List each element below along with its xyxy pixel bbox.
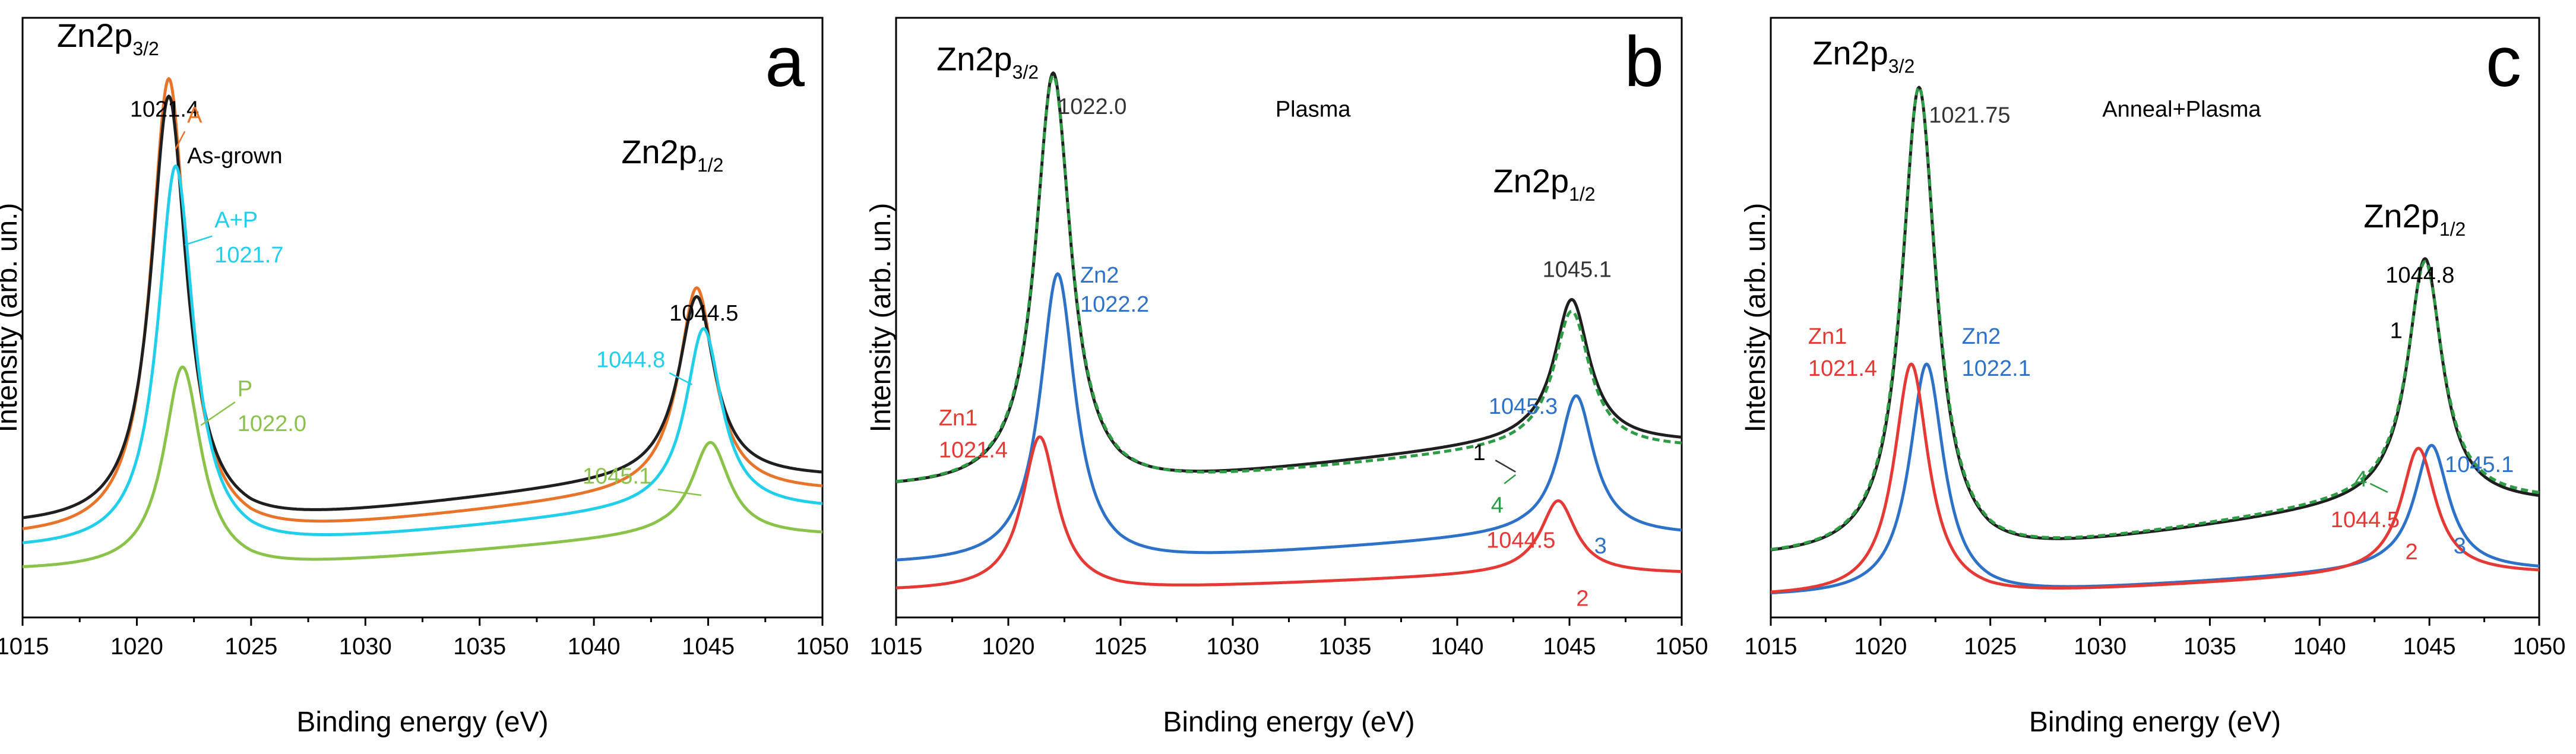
peak-label: Zn2p3/2 xyxy=(936,40,1039,83)
annotation-label: 1021.75 xyxy=(1929,103,2010,128)
annotation-label: P xyxy=(238,376,252,401)
series-line-4 xyxy=(1770,85,2540,551)
x-tick-label: 1020 xyxy=(1854,633,1907,660)
annotation-label: 1045.1 xyxy=(1543,257,1612,282)
annotation-label: 1045.1 xyxy=(2445,452,2514,477)
annotation-label: Zn2 xyxy=(1080,263,1119,288)
annotation-label: 1044.5 xyxy=(669,301,738,326)
annotation-label: 1045.3 xyxy=(1489,394,1558,419)
x-tick-label: 1040 xyxy=(2293,633,2346,660)
series-line-2 xyxy=(1770,362,2540,594)
annotation-label: 1021.4 xyxy=(130,97,199,122)
x-axis-label: Binding energy (eV) xyxy=(296,707,548,738)
annotation-label: 2 xyxy=(1576,586,1588,611)
series-line-as-grown xyxy=(22,94,823,519)
series-line-2 xyxy=(895,435,1682,590)
annotation-label: 1044.5 xyxy=(2331,508,2400,533)
series-line-4 xyxy=(895,74,1682,483)
x-tick-label: 1015 xyxy=(870,633,923,660)
annotation-label: Zn1 xyxy=(939,405,977,430)
x-tick-label: 1045 xyxy=(2403,633,2456,660)
annotation-label: 4 xyxy=(1491,493,1504,518)
panel-letter: a xyxy=(765,22,805,102)
peak-label: Zn2p1/2 xyxy=(1493,162,1595,205)
annotation-label: 1044.8 xyxy=(2385,263,2454,288)
x-tick-label: 1045 xyxy=(682,633,735,660)
x-tick-label: 1025 xyxy=(1964,633,2017,660)
annotation-label: As-grown xyxy=(187,144,283,169)
peak-label: Zn2p3/2 xyxy=(57,17,159,59)
x-tick-label: 1020 xyxy=(982,633,1035,660)
x-tick-label: 1035 xyxy=(2183,633,2236,660)
panel-a: 1015 1020 1025 1030 1035 1040 1045 1050 Binding … xyxy=(0,17,849,738)
annotation-label: 1045.1 xyxy=(583,464,651,489)
annotation-label: Zn2 xyxy=(1962,324,2001,349)
x-tick-label: 1025 xyxy=(224,633,277,660)
annotation-label: 1021.7 xyxy=(214,243,283,268)
x-tick-label: 1040 xyxy=(568,633,621,660)
x-tick-label: 1050 xyxy=(796,633,849,660)
x-tick-label: 1030 xyxy=(339,633,392,660)
x-tick-label: 1050 xyxy=(2513,633,2566,660)
series-line-1 xyxy=(1770,85,2540,552)
series-line-3 xyxy=(895,272,1682,562)
annotation-label: Anneal+Plasma xyxy=(2102,97,2261,122)
series-line-a-p xyxy=(22,164,823,544)
x-tick-label: 1040 xyxy=(1431,633,1484,660)
panel-b: 1015 1020 1025 1030 1035 1040 1045 1050 Binding … xyxy=(865,17,1708,738)
annotation-label: 4 xyxy=(2355,467,2367,492)
peak-label: Zn2p1/2 xyxy=(2363,197,2466,240)
annotation-label: 3 xyxy=(2454,534,2466,559)
y-axis-label: Intensity (arb. un.) xyxy=(1740,203,1771,433)
annotation-label: Plasma xyxy=(1276,97,1352,122)
series-line-3 xyxy=(1770,362,2540,595)
panel-c: 1015 1020 1025 1030 1035 1040 1045 1050 Binding … xyxy=(1740,17,2566,738)
leader-line xyxy=(669,372,693,385)
y-axis-label: Intensity (arb. un.) xyxy=(0,203,23,433)
annotation-label: 1044.5 xyxy=(1486,528,1555,553)
annotation-label: A xyxy=(187,103,202,128)
annotation-label: 1021.4 xyxy=(1808,356,1877,381)
x-tick-label: 1015 xyxy=(0,633,49,660)
annotation-label: 2 xyxy=(2405,540,2417,565)
x-tick-label: 1030 xyxy=(2074,633,2126,660)
x-tick-label: 1015 xyxy=(1745,633,1797,660)
annotation-label: 1 xyxy=(1473,441,1485,465)
leader-line xyxy=(184,235,213,246)
peak-label: Zn2p1/2 xyxy=(621,133,723,176)
x-tick-label: 1035 xyxy=(453,633,506,660)
leader-line xyxy=(657,489,702,496)
x-axis-label: Binding energy (eV) xyxy=(2029,707,2281,738)
x-tick-label: 1020 xyxy=(110,633,163,660)
panel-letter: c xyxy=(2486,22,2521,102)
x-tick-label: 1035 xyxy=(1319,633,1372,660)
x-tick-label: 1030 xyxy=(1207,633,1259,660)
series-line-p xyxy=(22,365,823,568)
annotation-label: 1022.0 xyxy=(238,411,306,436)
leader-line xyxy=(175,131,186,150)
x-axis-label: Binding energy (eV) xyxy=(1163,707,1414,738)
annotation-label: 1 xyxy=(2390,318,2403,343)
annotation-label: 1044.8 xyxy=(596,347,665,372)
annotation-label: 3 xyxy=(1594,534,1607,559)
annotation-label: 1021.4 xyxy=(939,438,1008,462)
annotation-label: A+P xyxy=(214,208,258,233)
panel-letter: b xyxy=(1624,22,1664,102)
annotation-label: 1022.0 xyxy=(1058,94,1126,119)
x-tick-label: 1025 xyxy=(1094,633,1147,660)
x-tick-label: 1045 xyxy=(1543,633,1596,660)
annotation-label: 1022.1 xyxy=(1962,356,2031,381)
x-tick-label: 1050 xyxy=(1656,633,1708,660)
peak-label: Zn2p3/2 xyxy=(1812,34,1914,77)
leader-line xyxy=(1504,474,1517,484)
leader-line xyxy=(2369,483,2388,493)
leader-line xyxy=(200,401,236,426)
y-axis-label: Intensity (arb. un.) xyxy=(865,203,897,433)
annotation-label: 1022.2 xyxy=(1080,292,1149,317)
annotation-label: Zn1 xyxy=(1808,324,1847,349)
leader-line xyxy=(1495,460,1516,473)
